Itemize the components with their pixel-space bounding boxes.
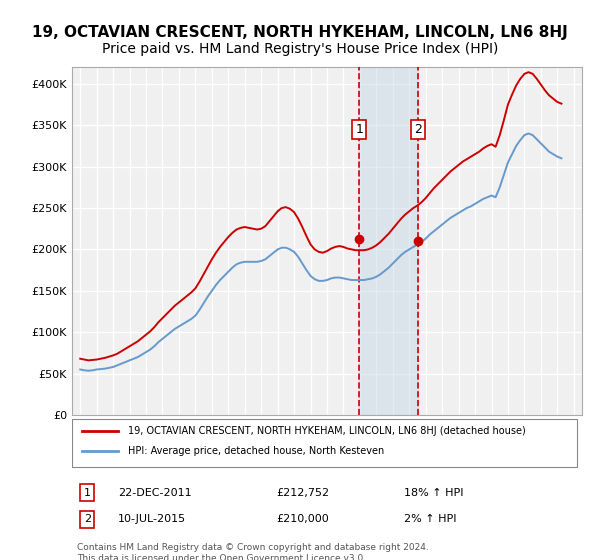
FancyBboxPatch shape xyxy=(72,419,577,467)
Text: 2% ↑ HPI: 2% ↑ HPI xyxy=(404,515,456,524)
Text: 2: 2 xyxy=(84,515,91,524)
Text: 22-DEC-2011: 22-DEC-2011 xyxy=(118,488,191,498)
Text: Contains HM Land Registry data © Crown copyright and database right 2024.
This d: Contains HM Land Registry data © Crown c… xyxy=(77,543,429,560)
Text: 19, OCTAVIAN CRESCENT, NORTH HYKEHAM, LINCOLN, LN6 8HJ: 19, OCTAVIAN CRESCENT, NORTH HYKEHAM, LI… xyxy=(32,25,568,40)
Text: £212,752: £212,752 xyxy=(276,488,329,498)
Text: 18% ↑ HPI: 18% ↑ HPI xyxy=(404,488,463,498)
Text: Price paid vs. HM Land Registry's House Price Index (HPI): Price paid vs. HM Land Registry's House … xyxy=(102,42,498,56)
Text: 2: 2 xyxy=(414,123,422,136)
Text: 19, OCTAVIAN CRESCENT, NORTH HYKEHAM, LINCOLN, LN6 8HJ (detached house): 19, OCTAVIAN CRESCENT, NORTH HYKEHAM, LI… xyxy=(128,426,526,436)
Text: HPI: Average price, detached house, North Kesteven: HPI: Average price, detached house, Nort… xyxy=(128,446,385,456)
Text: 10-JUL-2015: 10-JUL-2015 xyxy=(118,515,186,524)
Text: 1: 1 xyxy=(84,488,91,498)
Text: 1: 1 xyxy=(355,123,364,136)
Bar xyxy=(359,67,418,415)
Text: £210,000: £210,000 xyxy=(276,515,329,524)
